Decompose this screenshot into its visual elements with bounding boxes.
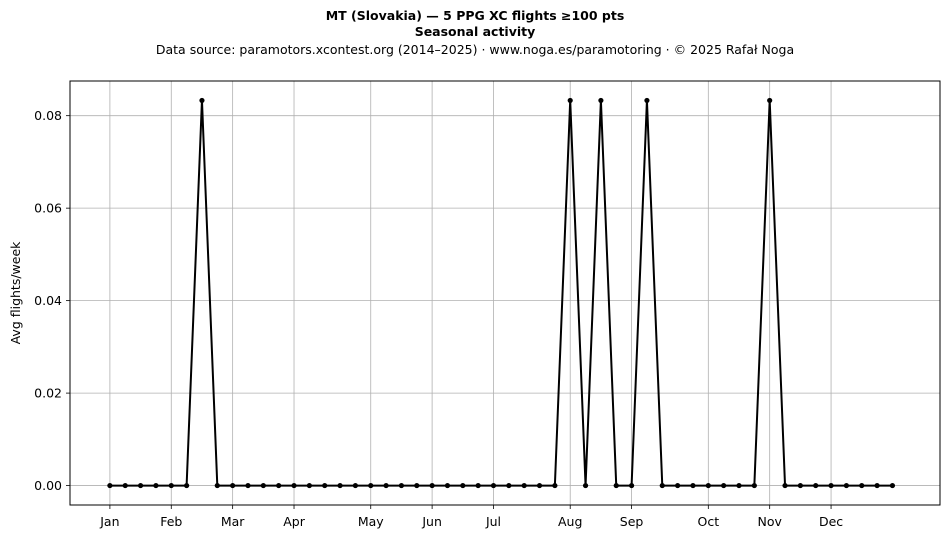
chart-title: MT (Slovakia) — 5 PPG XC flights ≥100 pt… — [325, 8, 625, 23]
y-tick-label: 0.06 — [34, 201, 62, 216]
data-point — [184, 482, 190, 489]
x-tick-label: Jul — [485, 514, 501, 529]
data-point — [767, 97, 773, 104]
data-point — [506, 482, 512, 489]
chart-subtitle: Seasonal activity — [414, 24, 536, 39]
data-point — [659, 482, 665, 489]
data-point — [306, 482, 312, 489]
chart-source-note: Data source: paramotors.xcontest.org (20… — [155, 42, 795, 57]
data-point — [260, 482, 266, 489]
data-point — [122, 482, 128, 489]
data-point — [874, 482, 880, 489]
data-point — [429, 482, 435, 489]
data-point — [598, 97, 604, 104]
x-tick-label: Nov — [757, 514, 782, 529]
title-block: MT (Slovakia) — 5 PPG XC flights ≥100 pt… — [0, 8, 950, 58]
data-point — [368, 482, 374, 489]
data-point — [675, 482, 681, 489]
data-point — [536, 482, 543, 489]
data-point — [352, 482, 358, 489]
data-point — [322, 482, 328, 489]
series-line-group — [109, 99, 893, 487]
y-tick-label: 0.02 — [34, 386, 62, 401]
y-tick-label: 0.08 — [34, 108, 62, 123]
x-tick-label: Dec — [819, 514, 843, 529]
x-tick-label: Aug — [558, 514, 582, 529]
data-point — [859, 482, 865, 489]
data-point — [230, 482, 236, 489]
x-tick-label: Jun — [421, 514, 442, 529]
data-point — [168, 482, 174, 489]
x-tick-label: Jan — [99, 514, 119, 529]
data-point — [889, 482, 896, 489]
series-line — [109, 99, 893, 487]
data-markers — [107, 97, 896, 489]
data-point — [398, 482, 405, 489]
data-point — [705, 482, 711, 489]
data-point — [690, 482, 696, 489]
x-tick-label: May — [358, 514, 384, 529]
x-tick-label: Sep — [620, 514, 644, 529]
data-point — [199, 97, 205, 104]
data-point — [797, 482, 803, 489]
x-tick-label: Mar — [221, 514, 245, 529]
data-point — [828, 482, 834, 489]
data-point — [137, 482, 144, 489]
data-point — [582, 482, 589, 489]
data-point — [782, 482, 788, 489]
x-tick-label: Feb — [160, 514, 182, 529]
data-point — [552, 482, 558, 489]
data-point — [628, 482, 635, 489]
data-point — [107, 482, 113, 489]
data-point — [245, 482, 251, 489]
data-point — [736, 482, 742, 489]
x-tick-label: Oct — [697, 514, 719, 529]
data-point — [490, 482, 497, 489]
data-point — [444, 482, 451, 489]
data-point — [613, 482, 619, 489]
data-point — [475, 482, 481, 489]
data-point — [337, 482, 343, 489]
data-point — [567, 97, 573, 104]
data-point — [214, 482, 220, 489]
y-tick-label: 0.04 — [34, 293, 62, 308]
x-axis-ticks: Jan Feb Mar Apr May Jun Jul Aug Sep Oct Nov Dec — [99, 505, 843, 529]
y-tick-label: 0.00 — [34, 478, 62, 493]
data-point — [383, 482, 389, 489]
data-point — [843, 482, 850, 489]
y-axis-label: Avg flights/week — [8, 241, 23, 345]
data-point — [460, 482, 466, 489]
data-point — [276, 482, 282, 489]
y-axis-ticks: 0.00 0.02 0.04 0.06 0.08 — [34, 108, 70, 493]
data-point — [521, 482, 527, 489]
data-point — [644, 97, 650, 104]
data-point — [153, 482, 159, 489]
data-point — [751, 482, 757, 489]
x-tick-label: Apr — [283, 514, 305, 529]
data-point — [721, 482, 727, 489]
data-point — [291, 482, 297, 489]
data-point — [414, 482, 420, 489]
plot-frame — [69, 80, 941, 506]
data-point — [813, 482, 819, 489]
